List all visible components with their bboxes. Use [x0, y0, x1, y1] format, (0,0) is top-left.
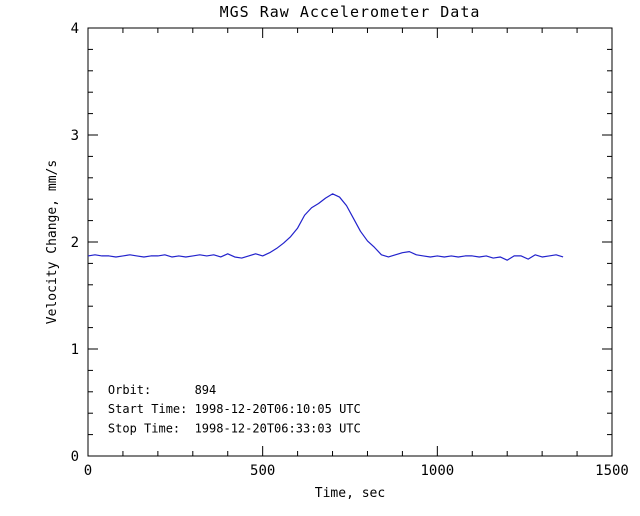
- x-tick-label: 1000: [420, 463, 454, 479]
- data-series-layer: [87, 193, 564, 261]
- x-tick-label: 0: [84, 463, 92, 479]
- y-tick-label: 1: [71, 342, 79, 358]
- y-tick-label: 4: [71, 21, 79, 37]
- annotation-layer: Orbit: 894 Start Time: 1998-12-20T06:10:0…: [108, 383, 361, 436]
- chart-title: MGS Raw Accelerometer Data: [220, 3, 481, 21]
- data-line-velocity-change: [87, 193, 564, 261]
- labels-layer: MGS Raw Accelerometer Data Time, sec Vel…: [45, 3, 481, 501]
- axes-layer: 0 500 1000 1500 0 1 2 3 4: [71, 21, 629, 479]
- annotation-text-1: Start Time: 1998-12-20T06:10:05 UTC: [108, 402, 361, 416]
- y-tick-label: 0: [71, 449, 79, 465]
- annotation-text-2: Stop Time: 1998-12-20T06:33:03 UTC: [108, 422, 361, 436]
- x-axis-label: Time, sec: [315, 486, 385, 501]
- y-tick-label: 2: [71, 235, 79, 251]
- x-tick-label: 500: [250, 463, 275, 479]
- y-axis-label: Velocity Change, mm/s: [45, 160, 60, 324]
- x-tick-label: 1500: [595, 463, 629, 479]
- y-tick-label: 3: [71, 128, 79, 144]
- annotation-text-0: Orbit: 894: [108, 383, 216, 397]
